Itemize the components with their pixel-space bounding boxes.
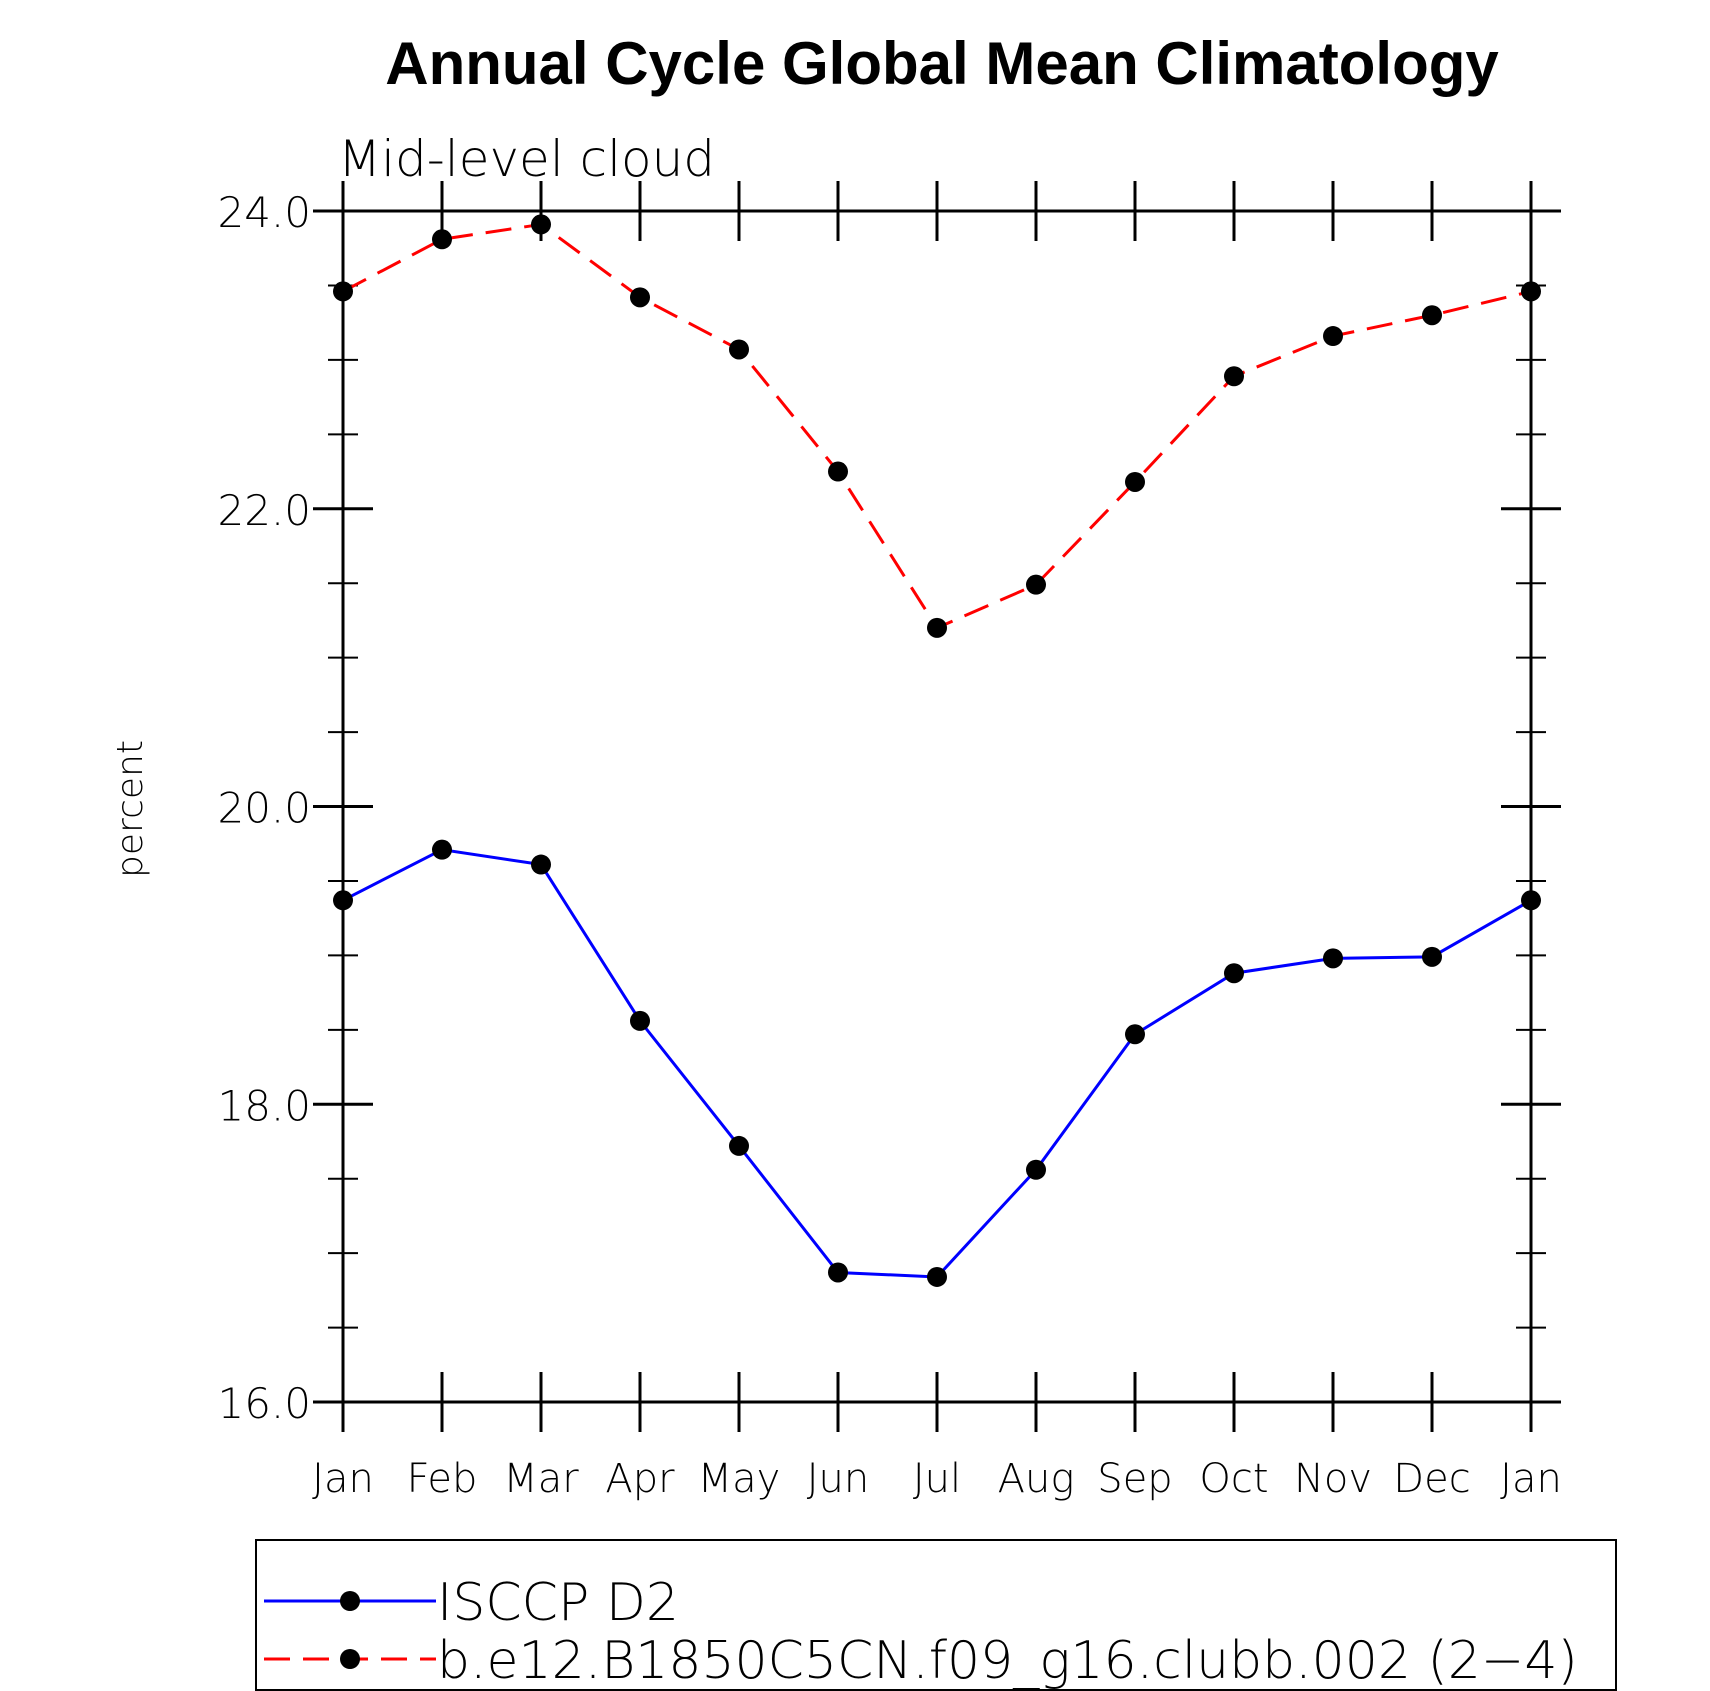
- x-tick-label: Feb: [407, 1456, 478, 1502]
- series-1-point: [1125, 1024, 1145, 1045]
- chart-title: Annual Cycle Global Mean Climatology: [385, 30, 1499, 97]
- series-layer: [333, 214, 1541, 1287]
- y-tick-label: 24.0: [217, 188, 311, 237]
- x-tick-label: Apr: [605, 1456, 675, 1502]
- series-1-point: [1323, 948, 1343, 969]
- legend-label-1: ISCCP D2: [437, 1573, 679, 1633]
- series-2-point: [1026, 574, 1046, 595]
- legend: ISCCP D2b.e12.B1850C5CN.f09_g16.clubb.00…: [264, 1573, 1578, 1691]
- y-axis-label: percent: [110, 740, 151, 878]
- x-tick-label: Jan: [1500, 1456, 1562, 1502]
- series-1-point: [729, 1135, 749, 1156]
- series-1-point: [333, 890, 353, 911]
- series-2-point: [333, 281, 353, 302]
- series-1-point: [432, 839, 452, 860]
- legend-marker-1: [340, 1591, 360, 1611]
- y-tick-label: 18.0: [217, 1081, 311, 1130]
- x-tick-label: Jul: [913, 1456, 961, 1502]
- series-1-point: [630, 1010, 650, 1031]
- plot-frame: [341, 209, 1533, 1404]
- series-2-point: [531, 214, 551, 235]
- series-1-point: [1026, 1159, 1046, 1180]
- y-tick-label: 22.0: [217, 486, 311, 535]
- x-tick-label: Jun: [807, 1456, 870, 1502]
- series-2-point: [1422, 305, 1442, 326]
- series-line-2: [342, 222, 1532, 630]
- x-tick-label: Aug: [998, 1456, 1075, 1502]
- y-tick-label: 16.0: [217, 1379, 311, 1428]
- x-tick-labels: Jan Feb Mar Apr May Jun Jul Aug Sep Oct Nov Dec Jan: [312, 1456, 1562, 1502]
- series-1-point: [1422, 946, 1442, 967]
- series-line-1: [342, 848, 1532, 1279]
- chart-subtitle: Mid-level cloud: [338, 130, 715, 188]
- legend-box: [255, 1539, 1617, 1691]
- series-2-point: [1224, 366, 1244, 387]
- x-tick-label: Sep: [1097, 1456, 1172, 1502]
- x-tick-label: May: [698, 1456, 781, 1502]
- series-1-point: [927, 1266, 947, 1287]
- series-2-point: [630, 287, 650, 308]
- series-1-point: [828, 1262, 848, 1283]
- series-2-point: [1125, 471, 1145, 492]
- series-2-point: [828, 461, 848, 482]
- x-tick-label: Nov: [1294, 1456, 1372, 1502]
- x-tick-label: Dec: [1393, 1456, 1470, 1502]
- legend-marker-2: [340, 1649, 360, 1669]
- series-2-point: [1323, 326, 1343, 347]
- x-tick-label: Oct: [1199, 1456, 1268, 1502]
- x-tick-label: Jan: [312, 1456, 374, 1502]
- series-2-point: [927, 617, 947, 638]
- series-1-point: [1224, 963, 1244, 984]
- y-tick-labels: 16.0 18.0 20.0 22.0 24.0: [217, 188, 311, 1428]
- legend-label-2: b.e12.B1850C5CN.f09_g16.clubb.002 (2−4): [437, 1631, 1578, 1691]
- y-tick-label: 20.0: [217, 784, 311, 833]
- series-2-point: [432, 229, 452, 250]
- x-tick-label: Mar: [503, 1456, 579, 1502]
- axis-ticks: [313, 181, 1561, 1432]
- series-2-point: [1521, 281, 1541, 302]
- series-1-point: [531, 854, 551, 875]
- series-2-point: [729, 339, 749, 360]
- series-1-point: [1521, 890, 1541, 911]
